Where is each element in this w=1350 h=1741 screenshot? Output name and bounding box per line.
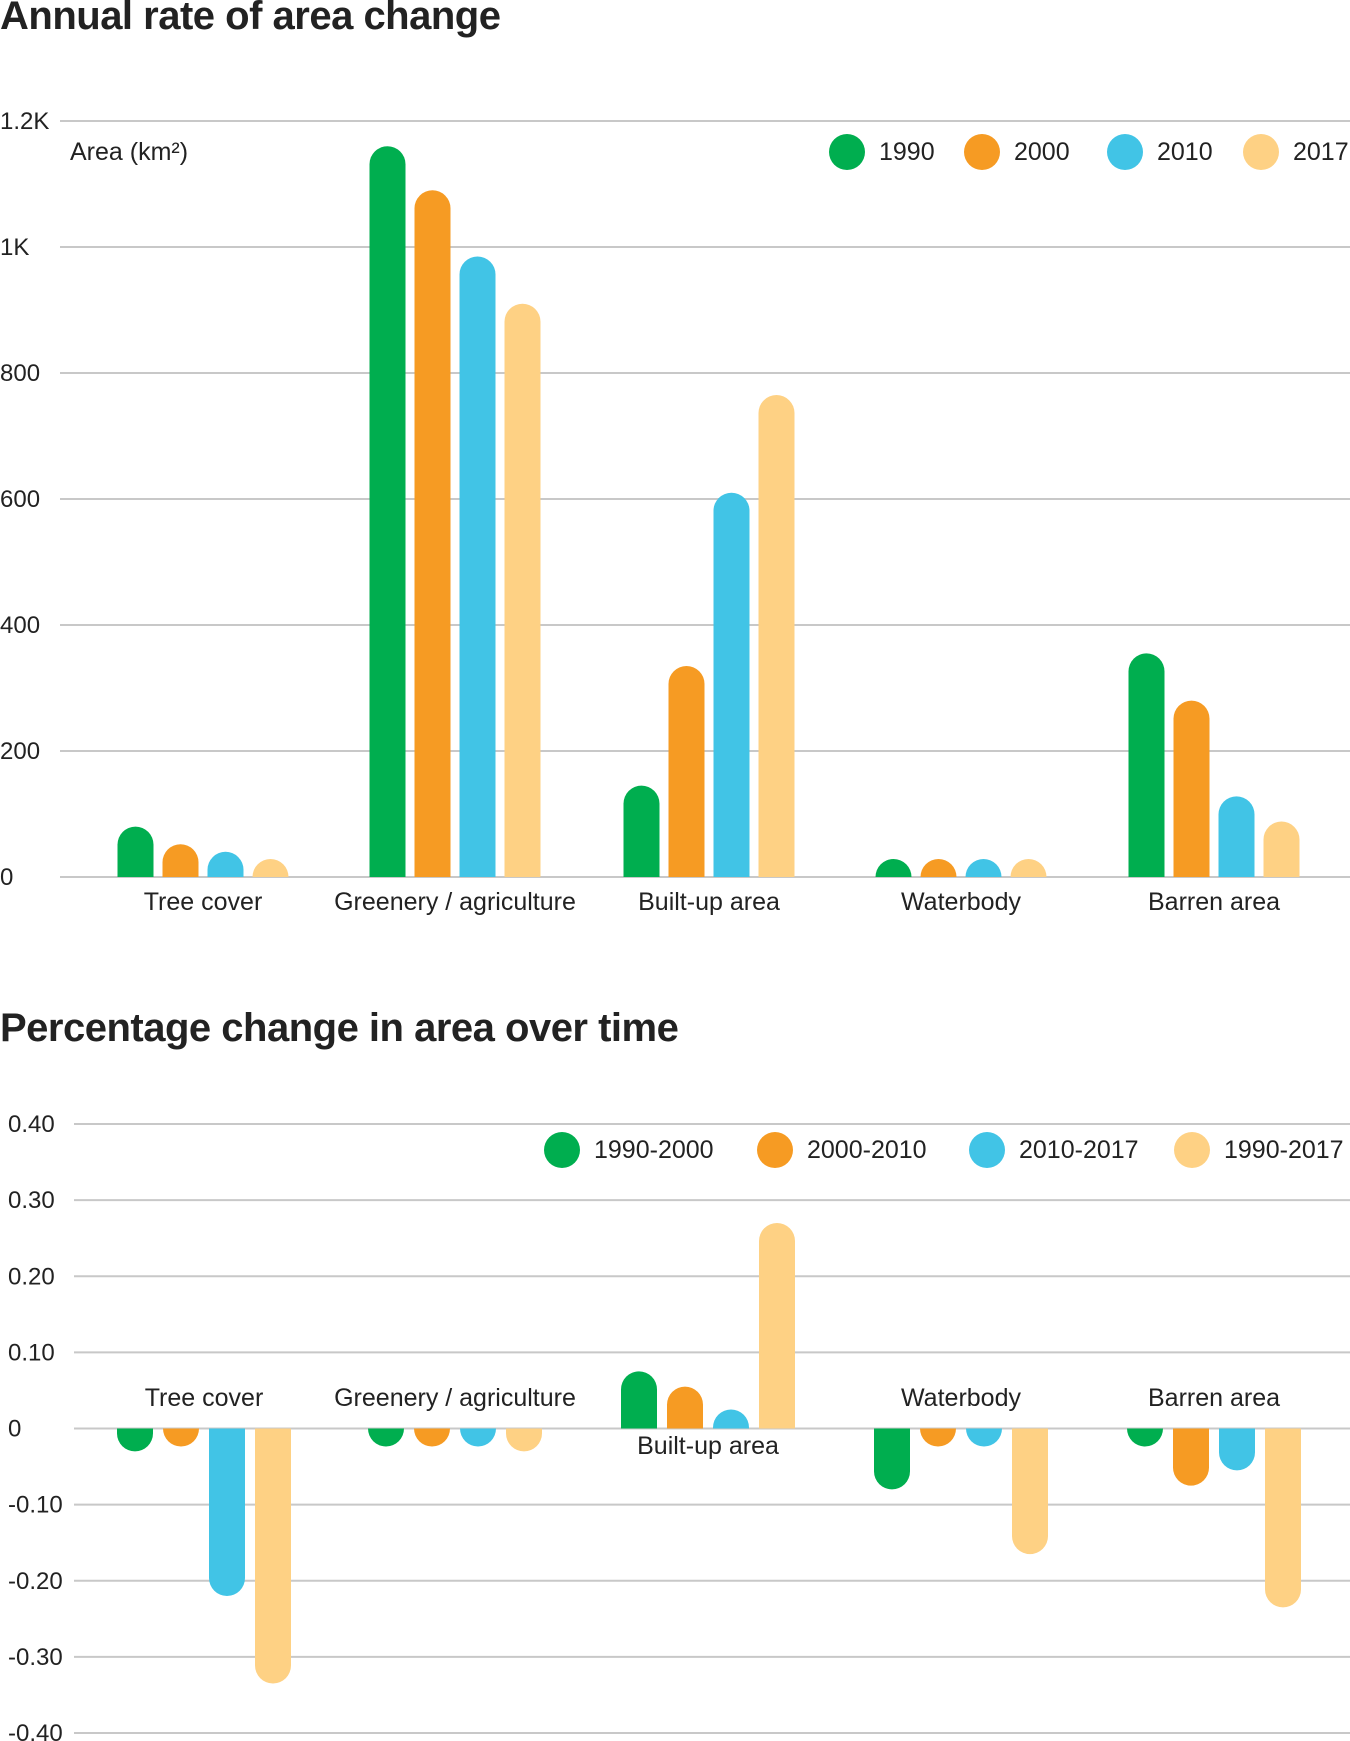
x-tick-label: Barren area [1148, 1384, 1280, 1412]
legend-label: 2010 [1157, 138, 1213, 166]
bar-barren-area-2000 [1173, 700, 1210, 877]
bar-greenery-agriculture-2010-2017 [460, 1428, 496, 1447]
bar-greenery-agriculture-1990-2000 [368, 1428, 404, 1447]
y-tick-label: 400 [0, 612, 40, 639]
bar-built-up-area-2010-2017 [713, 1409, 749, 1429]
bar-tree-cover-2017 [252, 859, 289, 877]
bar-barren-area-2010-2017 [1219, 1428, 1255, 1471]
y-tick-label: 0.40 [8, 1111, 55, 1138]
y-tick-label: 0.30 [8, 1187, 55, 1214]
bar-barren-area-1990 [1128, 653, 1165, 877]
bar-barren-area-2000-2010 [1173, 1428, 1209, 1486]
legend-swatch [1243, 134, 1279, 170]
bar-waterbody-2010-2017 [966, 1428, 1002, 1447]
legend-swatch [1107, 134, 1143, 170]
bar-tree-cover-2000 [162, 844, 199, 877]
bar-chart-area-change: 0 200 400 600 800 1K 1.2K Area (km²) Tree cover G… [0, 108, 1350, 916]
y-tick-label: 0.10 [8, 1339, 55, 1366]
x-tick-label: Built-up area [637, 1432, 779, 1460]
bar-waterbody-1990-2017 [1012, 1428, 1048, 1555]
bar-tree-cover-2000-2010 [163, 1428, 199, 1447]
legend-label: 2000-2010 [807, 1136, 927, 1164]
y-tick-label: -0.40 [8, 1720, 63, 1741]
bar-tree-cover-2010 [207, 851, 244, 877]
bar-barren-area-1990-2017 [1265, 1428, 1301, 1608]
y-tick-label: 1K [0, 234, 29, 261]
bar-waterbody-1990 [875, 859, 912, 877]
legend-label: 2000 [1014, 138, 1070, 166]
y-tick-label: 0 [8, 1416, 21, 1443]
chart-title-percentage-change: Percentage change in area over time [0, 1006, 679, 1050]
legend-label: 1990-2000 [594, 1136, 714, 1164]
bar-greenery-agriculture-1990 [369, 146, 406, 877]
bar-greenery-agriculture-2000-2010 [414, 1428, 450, 1447]
bar-barren-area-2017 [1263, 821, 1300, 877]
legend-swatch [757, 1132, 793, 1168]
x-tick-label: Waterbody [901, 1384, 1021, 1412]
x-tick-label: Tree cover [145, 1384, 264, 1412]
x-tick-label: Barren area [1148, 888, 1280, 916]
y-tick-label: 0 [0, 864, 13, 891]
x-tick-label: Greenery / agriculture [334, 888, 576, 916]
y-tick-label: 0.20 [8, 1263, 55, 1290]
y-tick-label: -0.30 [8, 1644, 63, 1671]
bar-barren-area-2010 [1218, 796, 1255, 877]
bar-tree-cover-1990 [117, 826, 154, 877]
y-tick-label: 200 [0, 738, 40, 765]
y-tick-label: -0.10 [8, 1492, 63, 1519]
y-tick-label: 600 [0, 486, 40, 513]
legend-label: 1990-2017 [1224, 1136, 1344, 1164]
bar-built-up-area-1990 [623, 785, 660, 877]
bar-tree-cover-1990-2017 [255, 1428, 291, 1684]
y-tick-label: 1.2K [0, 108, 49, 135]
bar-greenery-agriculture-1990-2017 [506, 1428, 542, 1452]
bar-built-up-area-1990-2000 [621, 1371, 657, 1429]
legend-swatch [1174, 1132, 1210, 1168]
bar-waterbody-1990-2000 [874, 1428, 910, 1490]
bar-waterbody-2010 [965, 859, 1002, 877]
x-tick-label: Tree cover [144, 888, 263, 916]
bar-waterbody-2000 [920, 859, 957, 877]
y-tick-label: 800 [0, 360, 40, 387]
bar-barren-area-1990-2000 [1127, 1428, 1163, 1447]
bar-built-up-area-2010 [713, 492, 750, 877]
x-tick-label: Waterbody [901, 888, 1021, 916]
legend-label: 2010-2017 [1019, 1136, 1139, 1164]
legend-label: 2017 [1293, 138, 1349, 166]
x-tick-label: Greenery / agriculture [334, 1384, 576, 1412]
bar-greenery-agriculture-2000 [414, 190, 451, 878]
bar-waterbody-2000-2010 [920, 1428, 956, 1447]
bar-built-up-area-2017 [758, 395, 795, 877]
legend-swatch [964, 134, 1000, 170]
bar-tree-cover-1990-2000 [117, 1428, 153, 1452]
legend-label: 1990 [879, 138, 935, 166]
bar-greenery-agriculture-2017 [504, 303, 541, 877]
x-tick-label: Built-up area [638, 888, 780, 916]
y-tick-label: -0.20 [8, 1568, 63, 1595]
bar-greenery-agriculture-2010 [459, 256, 496, 877]
legend-swatch [969, 1132, 1005, 1168]
bar-waterbody-2017 [1010, 859, 1047, 877]
legend-swatch [829, 134, 865, 170]
bar-built-up-area-1990-2017 [759, 1222, 795, 1429]
chart-title-area-change: Annual rate of area change [0, 0, 501, 38]
legend-swatch [544, 1132, 580, 1168]
bar-built-up-area-2000 [668, 665, 705, 877]
bar-tree-cover-2010-2017 [209, 1428, 245, 1596]
y-axis-label: Area (km²) [70, 138, 188, 166]
bar-built-up-area-2000-2010 [667, 1386, 703, 1429]
